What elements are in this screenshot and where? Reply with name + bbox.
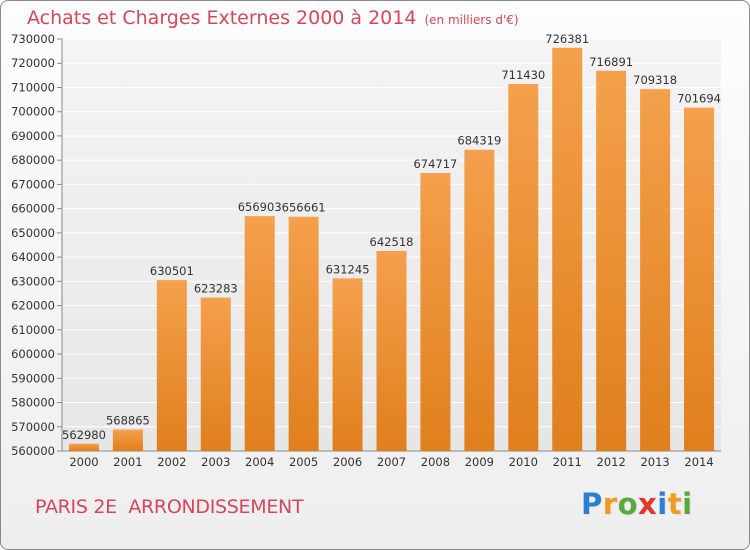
x-tick-label: 2003 (201, 455, 230, 469)
data-label: 623283 (194, 282, 238, 296)
y-tick-label: 710000 (11, 80, 55, 94)
chart-subtitle: (en milliers d'€) (424, 13, 519, 27)
y-tick-label: 610000 (11, 323, 55, 337)
x-tick-label: 2001 (113, 455, 142, 469)
proxiti-logo: Proxiti (581, 487, 693, 521)
data-label: 656903 (238, 200, 282, 214)
y-tick-label: 620000 (11, 299, 55, 313)
data-label: 674717 (413, 157, 457, 171)
logo-letter: i (682, 487, 693, 521)
bar (200, 297, 231, 451)
bar (464, 149, 495, 452)
data-label: 656661 (282, 201, 326, 215)
chart-title: Achats et Charges Externes 2000 à 2014 (e… (27, 7, 519, 29)
bar (684, 107, 715, 451)
bar (376, 251, 407, 451)
data-label: 709318 (633, 73, 677, 87)
x-tick-label: 2002 (157, 455, 186, 469)
y-tick-label: 700000 (11, 105, 55, 119)
data-label: 562980 (62, 428, 106, 442)
logo-letter: x (638, 487, 658, 521)
y-tick-label: 660000 (11, 202, 55, 216)
data-label: 568865 (106, 414, 150, 428)
bar (156, 280, 187, 451)
y-tick-label: 560000 (11, 444, 55, 458)
bar (332, 278, 363, 451)
logo-letter: P (581, 487, 603, 521)
bar (112, 429, 143, 451)
x-tick-label: 2005 (289, 455, 318, 469)
x-tick-label: 2007 (377, 455, 406, 469)
data-label: 701694 (677, 92, 721, 106)
chart-title-text: Achats et Charges Externes 2000 à 2014 (27, 7, 417, 29)
data-label: 630501 (150, 264, 194, 278)
y-tick-label: 570000 (11, 420, 55, 434)
bar (640, 89, 671, 451)
x-tick-label: 2000 (69, 455, 98, 469)
logo-letter: r (602, 487, 618, 521)
x-tick-label: 2014 (684, 455, 713, 469)
x-tick-label: 2013 (640, 455, 669, 469)
logo-letter: o (617, 487, 639, 521)
x-tick-label: 2006 (333, 455, 362, 469)
x-tick-label: 2008 (421, 455, 450, 469)
y-tick-label: 590000 (11, 371, 55, 385)
y-tick-label: 690000 (11, 129, 55, 143)
bar (420, 172, 451, 451)
bar (596, 70, 627, 451)
bar (508, 84, 539, 451)
x-tick-label: 2011 (553, 455, 582, 469)
y-tick-label: 650000 (11, 226, 55, 240)
y-tick-label: 670000 (11, 177, 55, 191)
location-label: PARIS 2E ARRONDISSEMENT (35, 496, 304, 518)
bar (68, 443, 99, 451)
y-tick-label: 640000 (11, 250, 55, 264)
bar (552, 47, 583, 451)
y-tick-label: 720000 (11, 56, 55, 70)
x-tick-label: 2004 (245, 455, 274, 469)
data-label: 716891 (589, 55, 633, 69)
y-tick-label: 680000 (11, 153, 55, 167)
x-tick-label: 2010 (509, 455, 538, 469)
x-tick-label: 2009 (465, 455, 494, 469)
bar (244, 216, 275, 451)
logo-letter: t (667, 487, 683, 521)
x-tick-label: 2012 (597, 455, 626, 469)
y-tick-label: 580000 (11, 396, 55, 410)
data-label: 684319 (457, 134, 501, 148)
bar (288, 216, 319, 451)
y-tick-label: 630000 (11, 274, 55, 288)
y-tick-label: 600000 (11, 347, 55, 361)
logo-letter: i (657, 487, 668, 521)
data-label: 726381 (545, 32, 589, 46)
y-tick-label: 730000 (11, 32, 55, 46)
data-label: 642518 (370, 235, 414, 249)
data-label: 631245 (326, 262, 370, 276)
data-label: 711430 (501, 68, 545, 82)
